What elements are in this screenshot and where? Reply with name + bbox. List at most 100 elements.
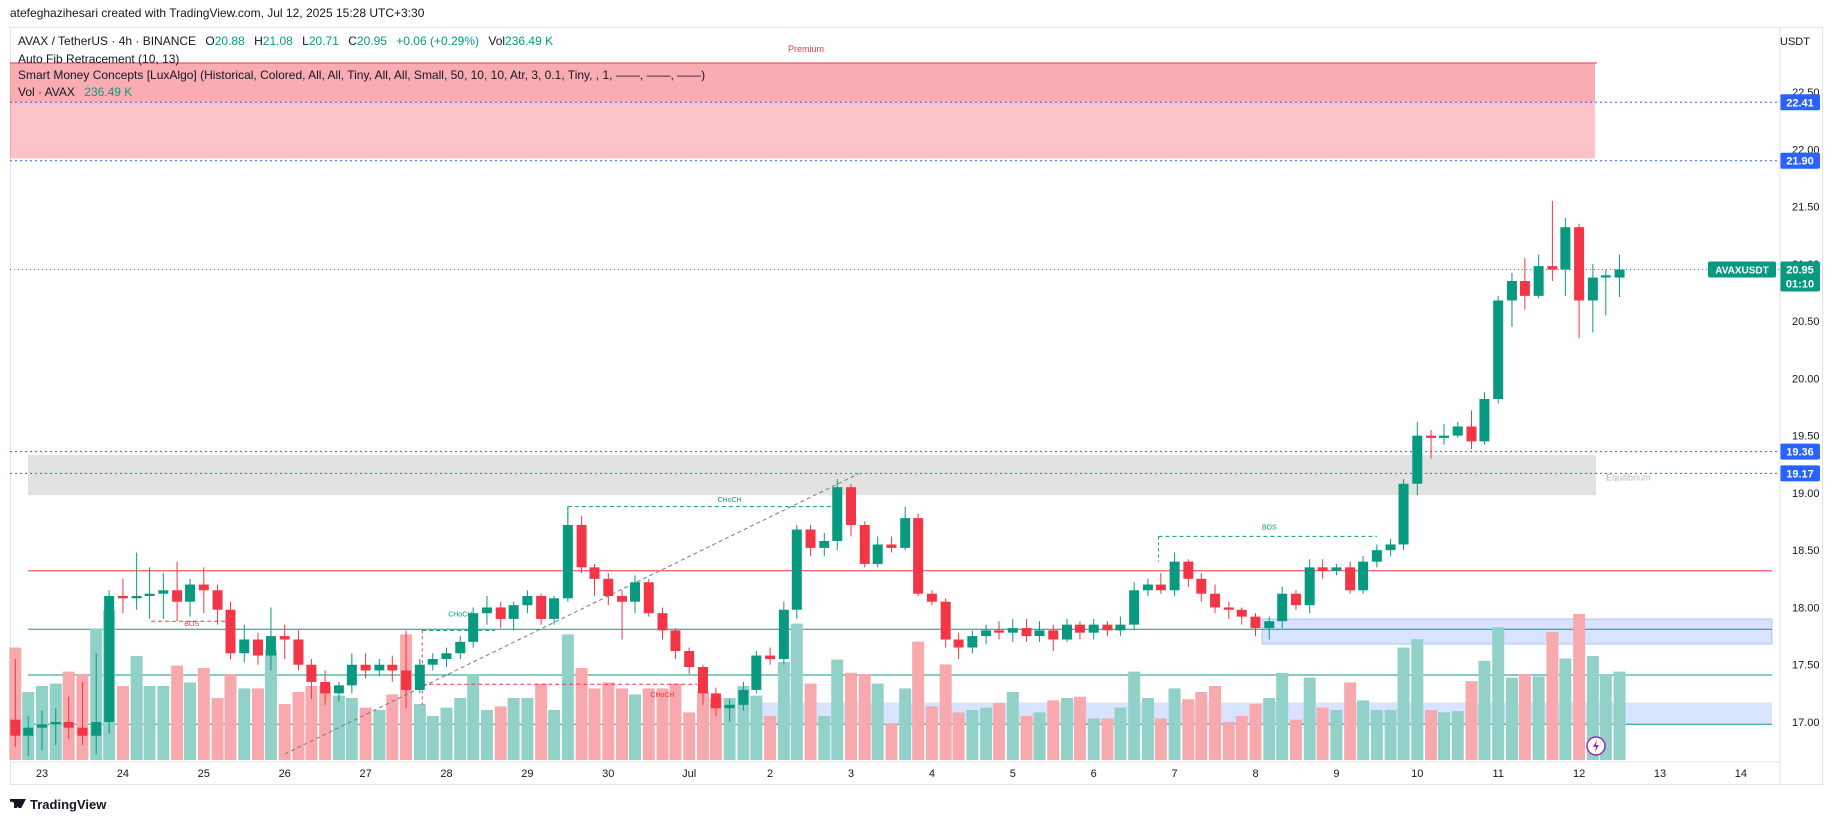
candle-body bbox=[1452, 426, 1463, 436]
candle-body bbox=[886, 544, 897, 548]
candle-body bbox=[1547, 266, 1558, 270]
y-tick-label: 20.00 bbox=[1792, 373, 1820, 385]
volume-bar bbox=[1546, 632, 1559, 760]
candle-body bbox=[536, 596, 547, 619]
candle-body bbox=[859, 524, 870, 564]
price-tag bbox=[1780, 152, 1820, 169]
candle-body bbox=[427, 659, 438, 665]
candle-body bbox=[1371, 550, 1382, 562]
volume-bar bbox=[292, 692, 305, 760]
candle-body bbox=[872, 544, 883, 564]
chart-caption: atefeghazihesari created with TradingVie… bbox=[10, 6, 425, 20]
volume-bar bbox=[818, 716, 831, 760]
candle-body bbox=[1102, 624, 1113, 631]
volume-bar bbox=[413, 704, 426, 760]
volume-bar bbox=[1276, 672, 1289, 760]
symbol-legend[interactable]: AVAX / TetherUS · 4h · BINANCE O20.88 H2… bbox=[18, 34, 553, 48]
volume-bar bbox=[642, 688, 655, 760]
candle-body bbox=[1493, 300, 1504, 399]
candle-body bbox=[306, 664, 317, 682]
y-tick-label: 21.50 bbox=[1792, 202, 1820, 214]
candle-body bbox=[617, 596, 628, 602]
candle-body bbox=[1223, 607, 1234, 610]
volume-bar bbox=[1613, 671, 1626, 760]
volume-bar bbox=[899, 688, 912, 760]
volume-bar bbox=[561, 634, 574, 760]
x-tick-label: 11 bbox=[1492, 768, 1503, 780]
candle-body bbox=[953, 639, 964, 648]
indicator-fib[interactable]: Auto Fib Retracement (10, 13) bbox=[18, 52, 180, 66]
volume-bar bbox=[925, 706, 938, 760]
candle-body bbox=[265, 636, 276, 656]
currency-label[interactable]: USDT bbox=[1780, 36, 1810, 48]
volume-bar bbox=[1425, 710, 1438, 760]
candle-body bbox=[1169, 561, 1180, 591]
volume-bar bbox=[454, 698, 467, 760]
candle-body bbox=[643, 582, 654, 614]
structure-label: CHoCH bbox=[718, 497, 742, 504]
indicator-smc[interactable]: Smart Money Concepts [LuxAlgo] (Historic… bbox=[18, 68, 706, 82]
symbol-tag bbox=[1708, 261, 1776, 278]
volume-bar bbox=[1532, 676, 1545, 760]
candle-body bbox=[508, 605, 519, 619]
x-tick-label: 7 bbox=[1172, 768, 1178, 780]
y-tick-label: 19.50 bbox=[1792, 431, 1820, 443]
indicator-volume-value: 236.49 K bbox=[84, 85, 133, 99]
volume-bar bbox=[1437, 712, 1450, 760]
symbol-title: AVAX / TetherUS · 4h · BINANCE bbox=[18, 34, 197, 48]
volume-bar bbox=[1235, 716, 1248, 760]
price-tag bbox=[1780, 465, 1820, 482]
volume-bar bbox=[1101, 718, 1114, 760]
candle-body bbox=[1155, 584, 1166, 591]
high-value: 21.08 bbox=[262, 34, 293, 48]
volume-bar bbox=[1573, 614, 1586, 760]
candle-body bbox=[172, 590, 183, 602]
volume-bar bbox=[1249, 704, 1262, 760]
x-tick-label: 13 bbox=[1654, 768, 1666, 780]
candle-body bbox=[832, 487, 843, 542]
x-tick-label: 2 bbox=[767, 768, 773, 780]
candle-body bbox=[751, 655, 762, 690]
tradingview-logo-icon bbox=[10, 799, 26, 808]
volume-bar bbox=[966, 710, 979, 760]
low-label: L bbox=[302, 34, 309, 48]
volume-bar bbox=[1222, 722, 1235, 760]
chart-frame[interactable] bbox=[10, 27, 1823, 785]
structure-label: BOS bbox=[184, 621, 199, 628]
volume-bar bbox=[1559, 658, 1572, 760]
volume-bar bbox=[143, 686, 156, 760]
candle-body bbox=[522, 596, 533, 606]
price-tag bbox=[1780, 94, 1820, 111]
volume-bar bbox=[1384, 710, 1397, 760]
volume-bar bbox=[616, 688, 629, 760]
structure-label: BOS bbox=[1262, 525, 1277, 532]
x-tick-label: 10 bbox=[1411, 768, 1423, 780]
volume-bar bbox=[1492, 627, 1505, 760]
candle-body bbox=[846, 487, 856, 525]
volume-bar bbox=[1114, 707, 1127, 760]
volume-bar bbox=[116, 686, 129, 760]
candle-body bbox=[401, 670, 412, 690]
candle-body bbox=[589, 567, 600, 579]
volume-bar bbox=[952, 712, 965, 760]
tradingview-logo: TradingView bbox=[10, 797, 106, 812]
candle-body bbox=[1088, 624, 1099, 633]
candle-body bbox=[1600, 275, 1611, 278]
candle-body bbox=[414, 664, 425, 690]
volume-bar bbox=[1006, 692, 1019, 760]
candle-body bbox=[495, 607, 506, 619]
volume-bar bbox=[264, 650, 277, 760]
volume-bar bbox=[804, 683, 817, 760]
candle-body bbox=[1277, 593, 1288, 622]
volume-bar bbox=[548, 710, 561, 760]
volume-bar bbox=[1182, 699, 1195, 760]
x-tick-label: 27 bbox=[359, 768, 371, 780]
candle-body bbox=[1412, 435, 1423, 484]
price-tag-label: 21.90 bbox=[1786, 156, 1814, 168]
indicator-volume[interactable]: Vol · AVAX 236.49 K bbox=[18, 85, 132, 99]
volume-bar bbox=[184, 682, 197, 760]
candle-body bbox=[1426, 435, 1437, 438]
candle-body bbox=[1358, 561, 1369, 591]
candle-body bbox=[738, 689, 749, 705]
